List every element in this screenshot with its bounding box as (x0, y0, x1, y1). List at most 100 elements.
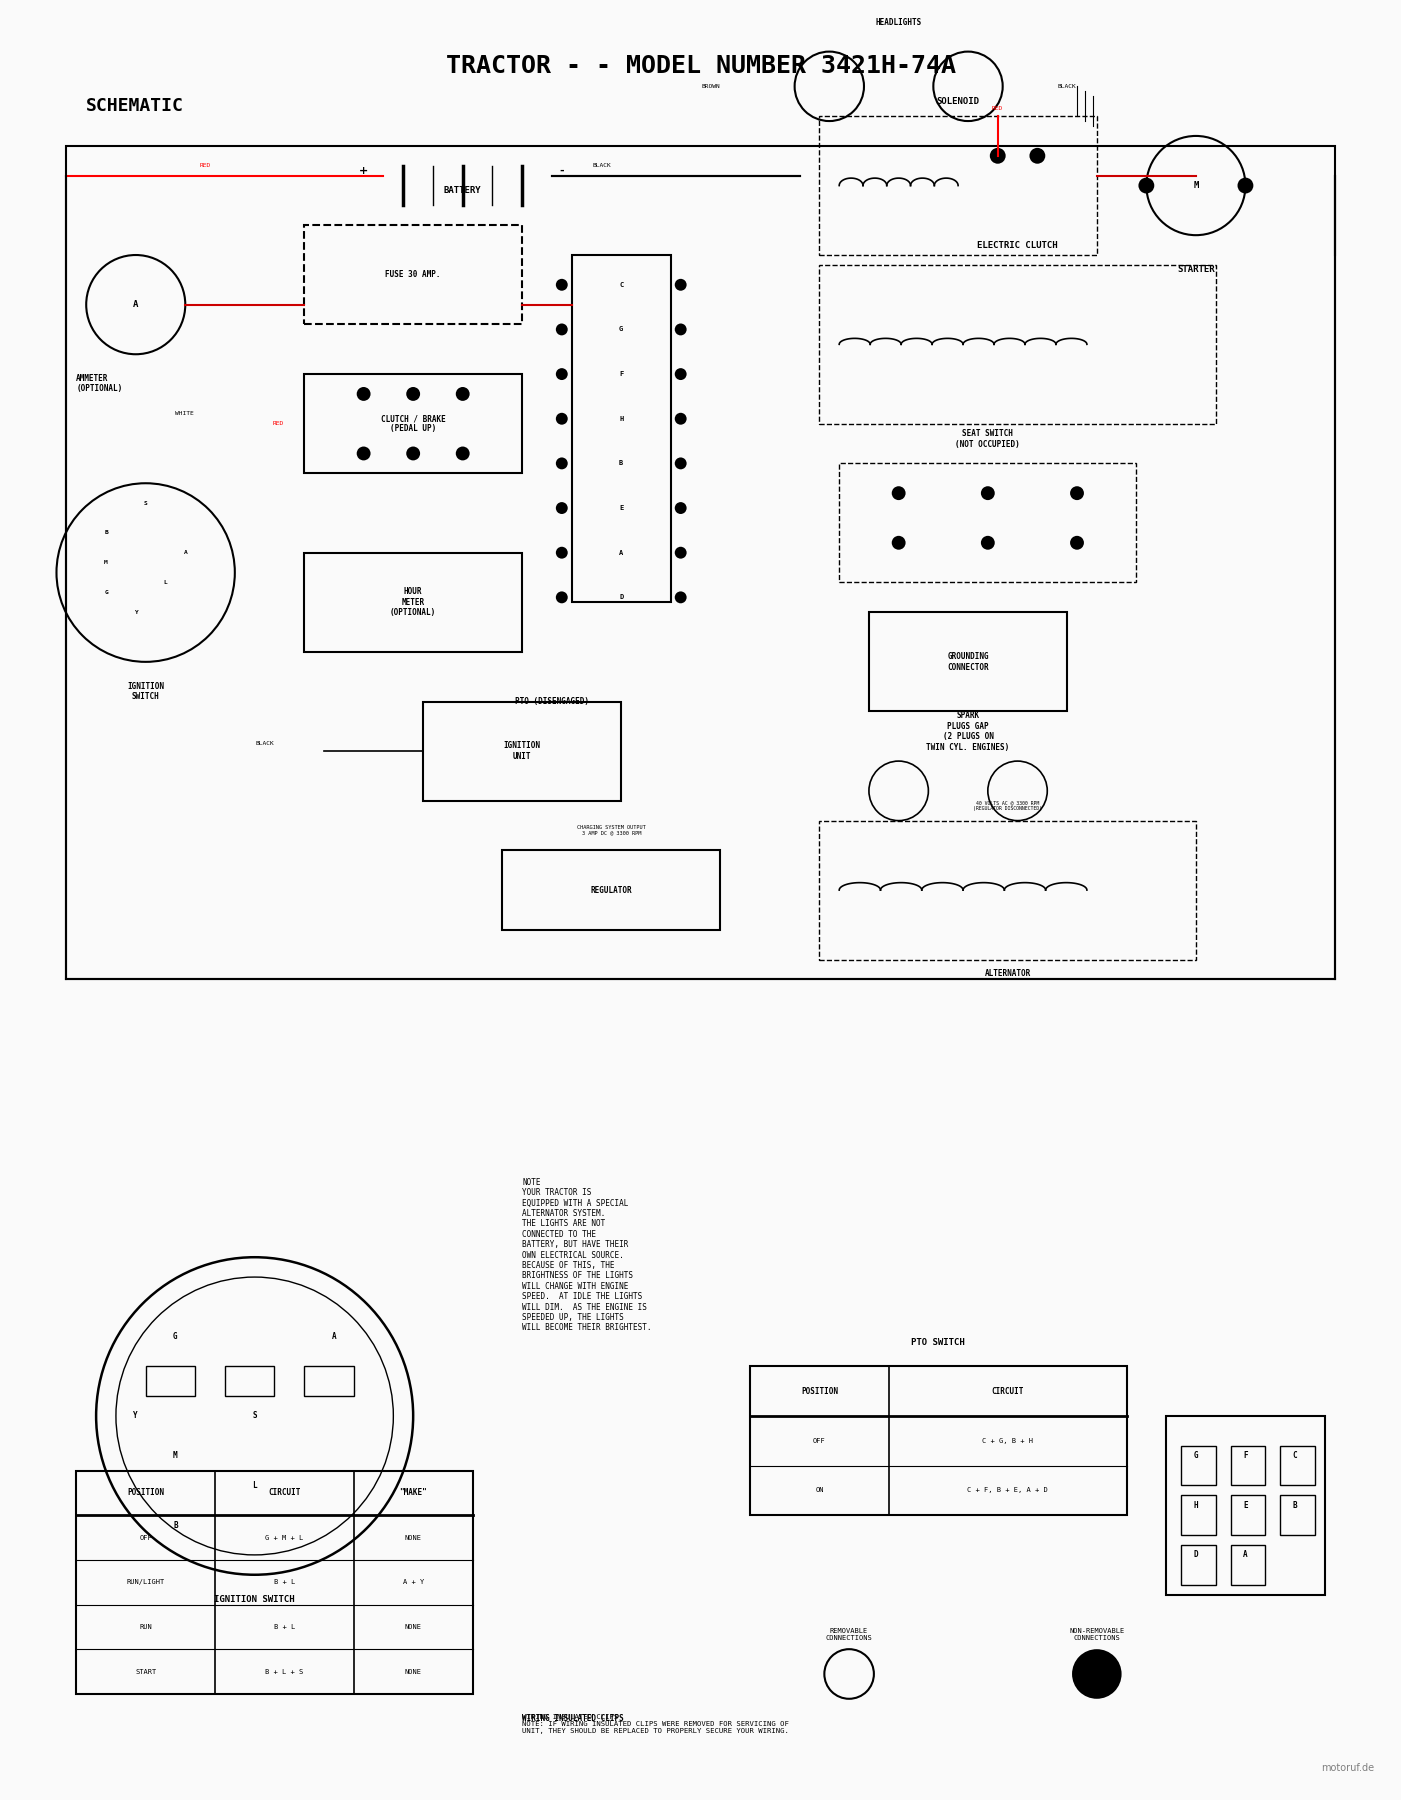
Text: BROWN: BROWN (702, 85, 720, 88)
Circle shape (556, 369, 567, 380)
Circle shape (675, 547, 686, 558)
Bar (1181, 1496, 1216, 1535)
Text: Y: Y (134, 610, 137, 616)
Bar (1230, 1496, 1265, 1535)
Text: SPARK
PLUGS GAP
(2 PLUGS ON
TWIN CYL. ENGINES): SPARK PLUGS GAP (2 PLUGS ON TWIN CYL. EN… (926, 711, 1010, 752)
Text: CIRCUIT: CIRCUIT (268, 1489, 301, 1498)
Text: AMMETER
(OPTIONAL): AMMETER (OPTIONAL) (76, 374, 122, 394)
Text: +: + (359, 166, 368, 176)
Text: RED: RED (199, 162, 210, 167)
Circle shape (891, 536, 905, 549)
Circle shape (675, 592, 686, 603)
Bar (1230, 1445, 1265, 1485)
Bar (1281, 1445, 1314, 1485)
Circle shape (406, 387, 420, 401)
Bar (304, 225, 523, 324)
Text: ELECTRIC CLUTCH: ELECTRIC CLUTCH (978, 241, 1058, 250)
Text: D: D (619, 594, 623, 601)
Text: B + L: B + L (273, 1579, 296, 1586)
Text: WIRING INSULATED CLIPS
NOTE: IF WIRING INSULATED CLIPS WERE REMOVED FOR SERVICIN: WIRING INSULATED CLIPS NOTE: IF WIRING I… (523, 1714, 789, 1733)
Bar (226, 1366, 275, 1397)
Text: B + L: B + L (273, 1624, 296, 1629)
Text: A: A (184, 551, 188, 554)
Circle shape (1237, 178, 1254, 193)
Text: PTO SWITCH: PTO SWITCH (912, 1337, 965, 1346)
Text: OFF: OFF (139, 1535, 153, 1541)
Circle shape (1030, 148, 1045, 164)
Text: PTO (DISENGAGED): PTO (DISENGAGED) (516, 697, 588, 706)
Text: GROUNDING
CONNECTOR: GROUNDING CONNECTOR (947, 652, 989, 671)
Text: S: S (252, 1411, 256, 1420)
Text: A + Y: A + Y (402, 1579, 423, 1586)
Text: E: E (1243, 1501, 1248, 1510)
Text: A: A (332, 1332, 336, 1341)
Text: CIRCUIT: CIRCUIT (992, 1386, 1024, 1395)
Circle shape (556, 547, 567, 558)
Circle shape (675, 412, 686, 425)
Circle shape (991, 148, 1006, 164)
Bar (820, 265, 1216, 423)
Text: G: G (619, 326, 623, 333)
Text: SOLENOID: SOLENOID (937, 97, 979, 106)
Text: NON-REMOVABLE
CONNECTIONS: NON-REMOVABLE CONNECTIONS (1069, 1627, 1125, 1642)
Text: L: L (252, 1481, 256, 1490)
Text: A: A (1243, 1550, 1248, 1559)
Text: H: H (619, 416, 623, 421)
Bar (1166, 1417, 1325, 1595)
Text: ON: ON (815, 1487, 824, 1494)
Bar (820, 115, 1097, 256)
Circle shape (1139, 178, 1154, 193)
Text: SEAT SWITCH
(NOT OCCUPIED): SEAT SWITCH (NOT OCCUPIED) (955, 428, 1020, 448)
Text: C + G, B + H: C + G, B + H (982, 1438, 1033, 1444)
Text: D: D (1194, 1550, 1198, 1559)
Text: F: F (1243, 1451, 1248, 1460)
Text: M: M (174, 1451, 178, 1460)
Circle shape (455, 446, 469, 461)
Bar (146, 1366, 195, 1397)
Text: SCHEMATIC: SCHEMATIC (87, 97, 184, 115)
Bar (503, 850, 720, 931)
Text: motoruf.de: motoruf.de (1321, 1764, 1374, 1773)
Text: BATTERY: BATTERY (444, 185, 482, 194)
Circle shape (1072, 1649, 1122, 1699)
Bar (304, 374, 523, 473)
Circle shape (556, 457, 567, 470)
Bar (839, 463, 1136, 583)
Text: STARTER: STARTER (1177, 265, 1215, 274)
Text: BLACK: BLACK (1058, 85, 1076, 88)
Circle shape (981, 486, 995, 500)
Bar (820, 821, 1196, 959)
Text: OFF: OFF (813, 1438, 825, 1444)
Circle shape (556, 592, 567, 603)
Text: IGNITION
UNIT: IGNITION UNIT (503, 742, 541, 761)
Text: BLACK: BLACK (593, 162, 611, 167)
Text: RUN: RUN (139, 1624, 153, 1629)
Text: C + F, B + E, A + D: C + F, B + E, A + D (967, 1487, 1048, 1494)
Text: HOUR
METER
(OPTIONAL): HOUR METER (OPTIONAL) (389, 587, 436, 617)
Text: FUSE 30 AMP.: FUSE 30 AMP. (385, 270, 441, 279)
Bar (1181, 1544, 1216, 1584)
Circle shape (455, 387, 469, 401)
Circle shape (675, 369, 686, 380)
Text: CLUTCH / BRAKE
(PEDAL UP): CLUTCH / BRAKE (PEDAL UP) (381, 414, 446, 434)
Bar (572, 256, 671, 603)
Text: HEADLIGHTS: HEADLIGHTS (876, 18, 922, 27)
Text: L: L (164, 580, 167, 585)
Bar (1281, 1496, 1314, 1535)
Circle shape (406, 446, 420, 461)
Text: C: C (1293, 1451, 1297, 1460)
Text: IGNITION
SWITCH: IGNITION SWITCH (127, 682, 164, 700)
Text: G + M + L: G + M + L (265, 1535, 304, 1541)
Text: TRACTOR - - MODEL NUMBER 3421H-74A: TRACTOR - - MODEL NUMBER 3421H-74A (446, 54, 955, 79)
Circle shape (556, 502, 567, 515)
Text: NONE: NONE (405, 1669, 422, 1674)
Bar (869, 612, 1068, 711)
Text: POSITION: POSITION (801, 1386, 838, 1395)
Text: B: B (619, 461, 623, 466)
Text: 40 VOLTS AC @ 3300 RPM
(REGULATOR DISCONNECTED): 40 VOLTS AC @ 3300 RPM (REGULATOR DISCON… (974, 799, 1042, 810)
Text: NOTE
YOUR TRACTOR IS
EQUIPPED WITH A SPECIAL
ALTERNATOR SYSTEM.
THE LIGHTS ARE N: NOTE YOUR TRACTOR IS EQUIPPED WITH A SPE… (523, 1177, 651, 1332)
Bar (750, 1366, 1126, 1516)
Text: -: - (559, 166, 565, 176)
Text: WHITE: WHITE (175, 410, 195, 416)
Bar (1230, 1544, 1265, 1584)
